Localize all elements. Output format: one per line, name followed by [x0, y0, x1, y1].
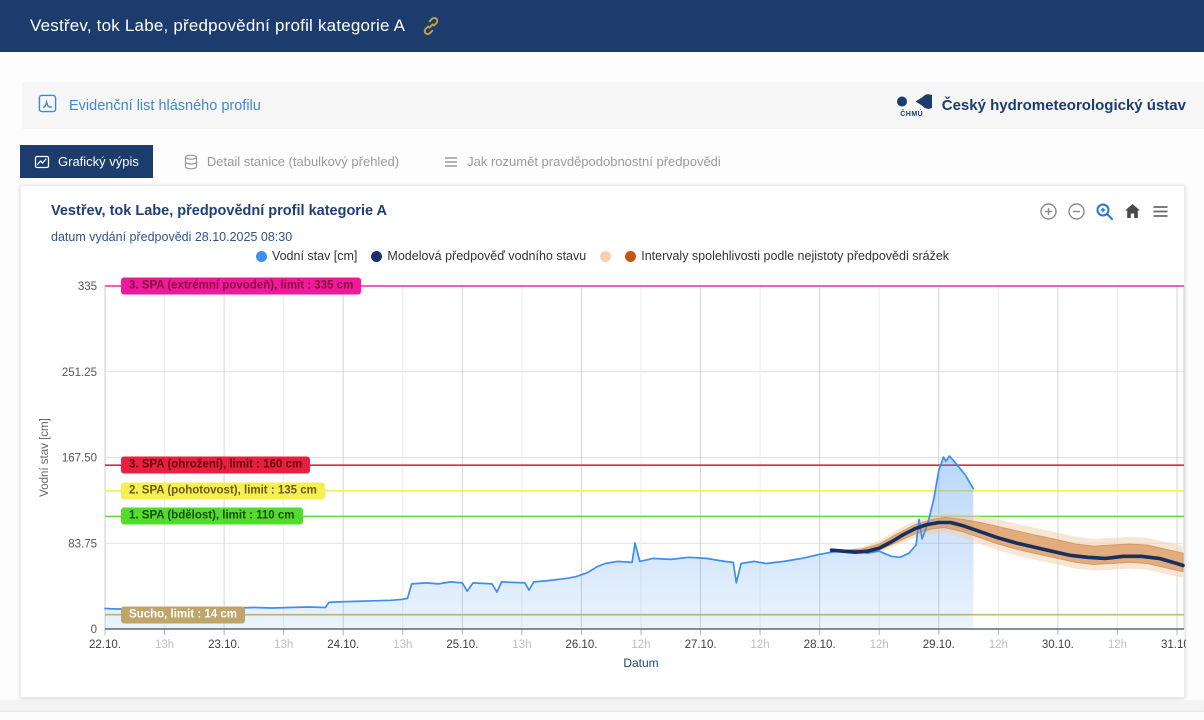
zoom-in-icon[interactable] [1039, 202, 1058, 221]
box-zoom-icon[interactable] [1095, 202, 1114, 221]
svg-text:29.10.: 29.10. [923, 639, 955, 651]
svg-text:251.25: 251.25 [62, 367, 97, 379]
legend-item[interactable]: Vodní stav [cm] [256, 249, 357, 263]
database-icon [183, 154, 199, 170]
org-name: Český hydrometeorologický ústav [942, 97, 1186, 114]
zoom-out-icon[interactable] [1067, 202, 1086, 221]
svg-text:12h: 12h [631, 639, 650, 651]
svg-text:335: 335 [78, 281, 97, 293]
pdf-file-icon [38, 94, 57, 118]
tab-label[interactable]: Jak rozumět pravděpodobnostní předpovědi [467, 154, 721, 169]
app-header: Vestřev, tok Labe, předpovědní profil ka… [0, 0, 1204, 52]
evidence-sheet-link[interactable]: Evidenční list hlásného profilu [38, 94, 261, 118]
tab-graficky-vypis[interactable]: Grafický výpis [20, 145, 153, 178]
svg-text:25.10.: 25.10. [446, 639, 478, 651]
chart-svg[interactable]: 0 83.75 167.50 251.25 335 22.10. 13h 23.10. 13h 2… [21, 271, 1186, 681]
page: Vestřev, tok Labe, předpovědní profil ka… [0, 0, 1204, 720]
svg-text:13h: 13h [274, 639, 293, 651]
profile-subheader: Evidenční list hlásného profilu ČHMÚ Čes… [22, 82, 1204, 129]
legend-item[interactable]: Intervaly spolehlivosti podle nejistoty … [625, 249, 949, 263]
org-branding: ČHMÚ Český hydrometeorologický ústav [892, 94, 1186, 118]
svg-text:12h: 12h [989, 639, 1008, 651]
chart-title: Vestřev, tok Labe, předpovědní profil ka… [51, 203, 387, 219]
svg-text:24.10.: 24.10. [327, 639, 359, 651]
chart-plot-area[interactable]: 0 83.75 167.50 251.25 335 22.10. 13h 23.10. 13h 2… [21, 271, 1186, 681]
tab-label[interactable]: Detail stanice (tabulkový přehled) [207, 154, 399, 169]
svg-text:Vodní stav [cm]: Vodní stav [cm] [39, 418, 51, 497]
legend-item[interactable]: Modelová předpověď vodního stavu [371, 249, 586, 263]
svg-text:30.10.: 30.10. [1042, 639, 1074, 651]
legend-item[interactable] [600, 251, 611, 262]
chart-toolbar [1039, 202, 1170, 221]
legend-marker [600, 251, 611, 262]
evidence-sheet-label[interactable]: Evidenční list hlásného profilu [69, 98, 261, 114]
legend-marker [256, 251, 267, 262]
svg-text:31.10.: 31.10. [1161, 639, 1186, 651]
svg-text:28.10.: 28.10. [804, 639, 836, 651]
svg-text:26.10.: 26.10. [565, 639, 597, 651]
svg-text:23.10.: 23.10. [208, 639, 240, 651]
legend-label: Modelová předpověď vodního stavu [387, 249, 586, 263]
svg-text:83.75: 83.75 [68, 538, 97, 550]
page-title: Vestřev, tok Labe, předpovědní profil ka… [30, 16, 405, 36]
legend-marker [625, 251, 636, 262]
svg-text:12h: 12h [751, 639, 770, 651]
legend-label: Vodní stav [cm] [272, 249, 357, 263]
svg-text:13h: 13h [393, 639, 412, 651]
svg-text:167.50: 167.50 [62, 453, 97, 465]
chart-legend: Vodní stav [cm] Modelová předpověď vodníh… [21, 249, 1184, 263]
legend-marker [371, 251, 382, 262]
tab-jak-rozumet[interactable]: Jak rozumět pravděpodobnostní předpovědi [429, 145, 735, 178]
tab-detail-stanice[interactable]: Detail stanice (tabulkový přehled) [169, 145, 413, 178]
svg-text:13h: 13h [155, 639, 174, 651]
view-tabs: Grafický výpis Detail stanice (tabulkový… [20, 145, 735, 178]
svg-text:12h: 12h [1108, 639, 1127, 651]
tab-label[interactable]: Grafický výpis [58, 154, 139, 169]
svg-text:27.10.: 27.10. [685, 639, 717, 651]
chmu-logo-icon: ČHMÚ [892, 94, 932, 118]
chmu-abbr: ČHMÚ [900, 111, 923, 118]
chart-card: Vestřev, tok Labe, předpovědní profil ka… [20, 185, 1185, 698]
svg-text:Datum: Datum [623, 656, 658, 670]
svg-text:13h: 13h [512, 639, 531, 651]
next-section-edge [0, 712, 1204, 720]
svg-text:0: 0 [91, 624, 97, 636]
chart-image-icon [34, 154, 50, 170]
menu-icon[interactable] [1151, 202, 1170, 221]
chart-subtitle: datum vydání předpovědi 28.10.2025 08:30 [51, 230, 292, 244]
svg-text:22.10.: 22.10. [89, 639, 121, 651]
page-gap [0, 700, 1204, 712]
svg-text:12h: 12h [870, 639, 889, 651]
home-reset-icon[interactable] [1123, 202, 1142, 221]
legend-label: Intervaly spolehlivosti podle nejistoty … [641, 249, 949, 263]
permalink-icon[interactable] [421, 16, 441, 36]
list-lines-icon [443, 154, 459, 170]
